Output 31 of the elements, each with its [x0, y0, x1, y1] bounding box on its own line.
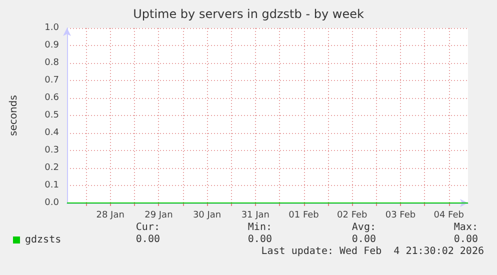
y-tick-label: 0.3	[44, 146, 59, 156]
text: Last update: Wed Feb 4 21:30:02 2026	[261, 246, 484, 257]
text: Avg:	[352, 222, 376, 233]
y-tick-label: 0.6	[44, 93, 60, 103]
text: 0.00	[248, 234, 272, 245]
y-axis-title: seconds	[8, 95, 20, 136]
y-tick-label: 0.1	[44, 180, 59, 190]
text: 0.00	[352, 234, 376, 245]
y-tick-label: 0.9	[44, 40, 60, 50]
text: Max:	[454, 222, 478, 233]
y-tick-label: 0.2	[44, 163, 59, 173]
y-tick-label: 0.5	[44, 110, 59, 120]
x-tick-label: 29 Jan	[144, 210, 173, 220]
chart-title: Uptime by servers in gdzstb - by week	[133, 7, 364, 21]
x-tick-label: 03 Feb	[385, 210, 416, 220]
x-tick-label: 31 Jan	[241, 210, 270, 220]
y-tick-label: 0.7	[44, 76, 59, 86]
x-tick-label: 04 Feb	[434, 210, 464, 220]
y-tick-label: 0.0	[44, 198, 60, 208]
text: 0.00	[454, 234, 478, 245]
y-tick-label: 0.8	[44, 58, 60, 68]
text: 0.00	[136, 234, 160, 245]
x-tick-label: 02 Feb	[337, 210, 368, 220]
x-tick-label: 01 Feb	[288, 210, 320, 220]
y-tick-label: 1.0	[44, 23, 60, 33]
x-tick-label: 28 Jan	[96, 210, 124, 220]
x-tick-label: 30 Jan	[192, 210, 222, 220]
legend-label: gdzsts	[25, 234, 62, 246]
text: Cur:	[136, 222, 160, 233]
text: Min:	[248, 222, 272, 233]
y-tick-label: 0.4	[44, 128, 60, 138]
